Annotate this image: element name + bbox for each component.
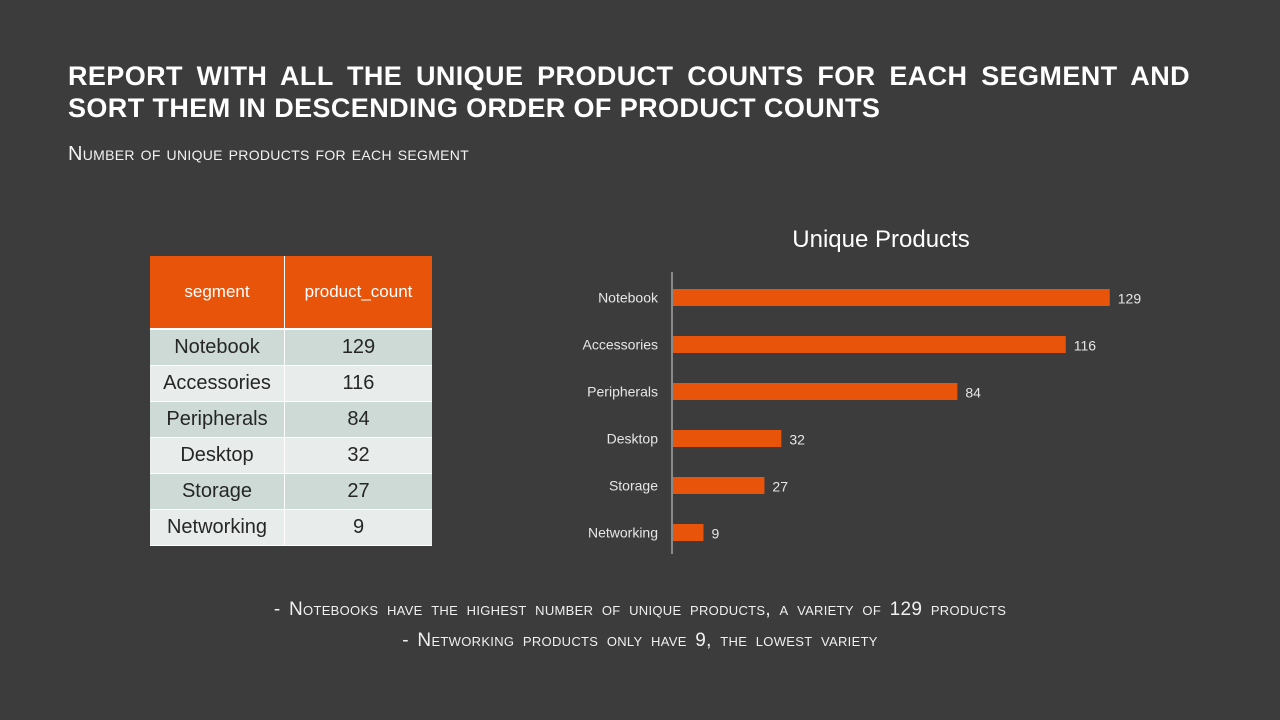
chart-title: Unique Products — [792, 226, 970, 253]
category-label-networking: Networking — [588, 525, 658, 541]
segment-cell: Networking — [150, 509, 285, 546]
count-cell: 27 — [284, 473, 432, 510]
bar-accessories — [673, 336, 1066, 353]
data-label-storage: 27 — [772, 479, 788, 495]
table-row: Peripherals 84 — [150, 401, 432, 438]
table-row: Accessories 116 — [150, 365, 432, 402]
segment-cell: Desktop — [150, 437, 285, 474]
segment-cell: Peripherals — [150, 401, 285, 438]
slide-subtitle: Number of unique products for each segme… — [68, 143, 470, 165]
count-cell: 9 — [284, 509, 432, 546]
category-label-desktop: Desktop — [607, 431, 659, 447]
count-cell: 84 — [284, 401, 432, 438]
segment-table: segment product_count Notebook 129 Acces… — [150, 256, 432, 546]
count-cell: 129 — [284, 329, 432, 366]
bar-desktop — [673, 430, 782, 447]
bar-peripherals — [673, 383, 958, 400]
segment-cell: Accessories — [150, 365, 285, 402]
table-row: Storage 27 — [150, 473, 432, 510]
bar-notebook — [673, 289, 1110, 306]
category-label-notebook: Notebook — [598, 290, 659, 306]
data-label-peripherals: 84 — [965, 385, 981, 401]
data-label-networking: 9 — [711, 526, 719, 542]
category-label-accessories: Accessories — [583, 337, 658, 353]
table-row: Notebook 129 — [150, 329, 432, 366]
table-row: Desktop 32 — [150, 437, 432, 474]
bar-chart: Notebook 129 Accessories 116 Peripherals 84 De… — [583, 272, 1142, 554]
category-label-peripherals: Peripherals — [587, 384, 658, 400]
category-label-storage: Storage — [609, 478, 658, 494]
table-row: Networking 9 — [150, 509, 432, 546]
data-label-desktop: 32 — [789, 432, 805, 448]
segment-cell: Storage — [150, 473, 285, 510]
data-label-notebook: 129 — [1118, 291, 1142, 307]
bar-networking — [673, 524, 704, 541]
finding-notebooks: - Notebooks have the highest number of u… — [273, 599, 1007, 620]
data-label-accessories: 116 — [1074, 338, 1097, 354]
column-header-product-count: product_count — [284, 256, 432, 330]
segment-cell: Notebook — [150, 329, 285, 366]
bar-storage — [673, 477, 765, 494]
count-cell: 116 — [284, 365, 432, 402]
count-cell: 32 — [284, 437, 432, 474]
slide-title: Report with all the unique product count… — [68, 61, 1190, 123]
table-header-row: segment product_count — [150, 256, 432, 330]
column-header-segment: segment — [150, 256, 285, 330]
findings: - Notebooks have the highest number of u… — [0, 594, 1280, 656]
finding-networking: - Networking products only have 9, the l… — [402, 630, 878, 651]
